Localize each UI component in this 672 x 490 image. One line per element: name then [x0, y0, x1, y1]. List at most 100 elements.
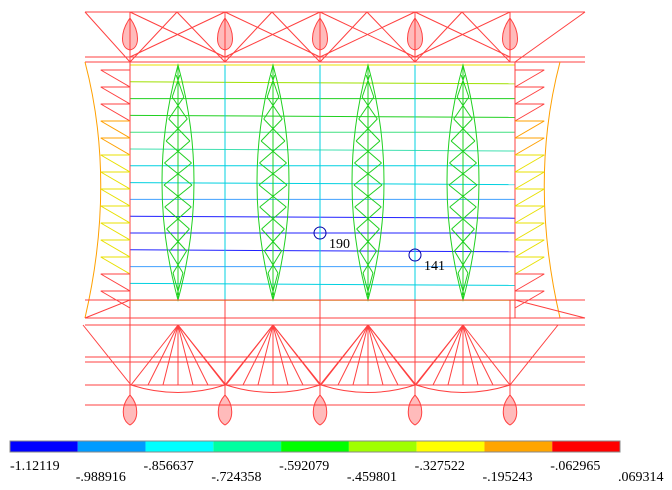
legend-label: -.062965: [550, 459, 600, 474]
fea-plot: 190 141 -1.12119-.988916-.856637-.724358…: [0, 0, 672, 490]
member: [169, 119, 190, 141]
member: [362, 97, 377, 119]
member: [515, 138, 544, 155]
member: [457, 75, 465, 97]
member: [515, 240, 544, 257]
member: [454, 97, 469, 119]
member: [101, 189, 130, 206]
member: [261, 141, 286, 163]
color-legend: -1.12119-.988916-.856637-.724358-.592079…: [10, 441, 664, 485]
beam: [130, 115, 515, 117]
teardrop: [123, 395, 137, 425]
member: [515, 104, 544, 121]
teardrop: [408, 395, 422, 425]
member: [452, 229, 472, 251]
member: [166, 141, 191, 163]
member: [101, 274, 130, 291]
side-truss: [544, 62, 560, 318]
teardrop: [123, 18, 138, 50]
member: [101, 70, 130, 87]
teardrop: [313, 18, 328, 50]
member: [356, 119, 377, 141]
member: [173, 251, 186, 273]
teardrop: [408, 18, 423, 50]
member: [101, 223, 130, 240]
member: [515, 87, 544, 104]
legend-band: [281, 441, 349, 452]
fan: [463, 325, 493, 385]
beam: [130, 250, 515, 252]
member: [264, 251, 277, 273]
member: [461, 75, 469, 97]
legend-label: -.327522: [415, 459, 465, 474]
member: [357, 229, 377, 251]
member: [515, 189, 544, 206]
member: [268, 251, 281, 273]
member: [83, 325, 131, 385]
legend-label: -.856637: [144, 459, 194, 474]
member: [515, 155, 544, 172]
member: [267, 75, 275, 97]
beam: [130, 183, 515, 185]
member: [454, 119, 475, 141]
beam: [130, 283, 515, 285]
teardrop: [503, 395, 517, 425]
teardrop: [218, 18, 233, 50]
node-label: 190: [329, 237, 350, 252]
beam: [130, 149, 515, 151]
arch: [226, 385, 320, 393]
arch: [321, 385, 415, 393]
member: [454, 251, 467, 273]
legend-label: -.988916: [76, 470, 126, 485]
member: [167, 229, 187, 251]
member: [101, 121, 130, 138]
member: [264, 229, 284, 251]
member: [262, 207, 287, 229]
member: [366, 75, 374, 97]
legend-band: [213, 441, 281, 452]
member: [260, 207, 285, 229]
fan: [273, 325, 303, 385]
member: [169, 251, 182, 273]
member: [362, 75, 370, 97]
member: [101, 104, 130, 121]
member: [261, 119, 282, 141]
member: [262, 229, 282, 251]
member: [457, 97, 472, 119]
fan: [338, 325, 368, 385]
member: [515, 70, 544, 87]
member: [355, 207, 380, 229]
member: [363, 251, 376, 273]
legend-label: -.459801: [347, 470, 397, 485]
legend-label: -.195243: [482, 470, 532, 485]
arch: [416, 385, 510, 393]
legend-band: [146, 441, 214, 452]
node-label: 141: [424, 259, 445, 274]
member: [359, 251, 372, 273]
member: [165, 207, 190, 229]
member: [271, 75, 279, 97]
teardrop: [218, 395, 232, 425]
member: [515, 12, 585, 62]
member: [167, 207, 192, 229]
side-truss: [85, 62, 101, 318]
member: [101, 257, 130, 274]
member: [172, 75, 180, 97]
member: [101, 155, 130, 172]
fan: [368, 325, 398, 385]
legend-label: -.592079: [279, 459, 329, 474]
legend-band: [484, 441, 552, 452]
member: [354, 141, 379, 163]
teardrop: [313, 395, 327, 425]
member: [515, 121, 544, 138]
member: [515, 206, 544, 223]
member: [515, 257, 544, 274]
legend-band: [552, 441, 620, 452]
member: [451, 141, 476, 163]
beam: [130, 82, 515, 84]
legend-label: -1.12119: [10, 459, 60, 474]
member: [164, 141, 189, 163]
member: [359, 119, 380, 141]
member: [454, 229, 474, 251]
member: [458, 251, 471, 273]
